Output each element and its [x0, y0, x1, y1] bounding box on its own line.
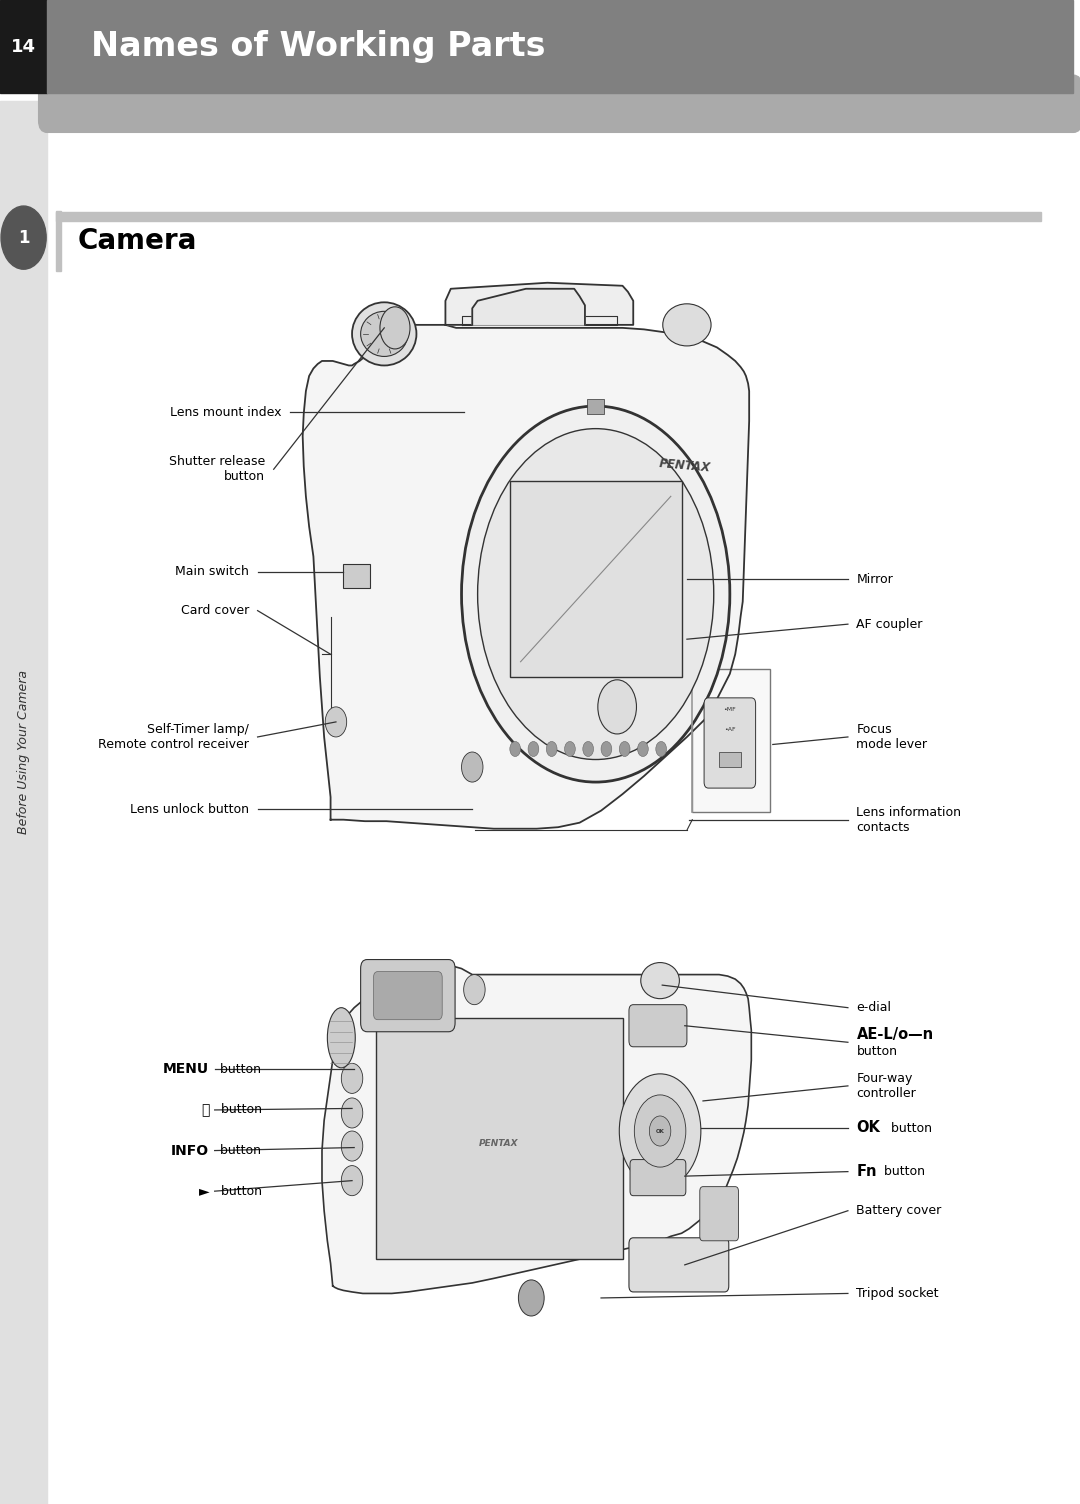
Circle shape: [583, 741, 594, 757]
Text: ⓘ: ⓘ: [201, 1102, 210, 1117]
Text: Mirror: Mirror: [856, 573, 893, 585]
Circle shape: [637, 741, 648, 757]
Ellipse shape: [361, 311, 408, 356]
Bar: [343, 564, 370, 588]
Text: OK: OK: [656, 1128, 664, 1134]
FancyBboxPatch shape: [704, 698, 756, 788]
Text: Self-Timer lamp/
Remote control receiver: Self-Timer lamp/ Remote control receiver: [98, 723, 249, 750]
Circle shape: [341, 1166, 363, 1196]
Text: button: button: [887, 1122, 932, 1134]
FancyBboxPatch shape: [361, 960, 455, 1032]
Circle shape: [518, 1280, 544, 1316]
Text: OK: OK: [856, 1120, 880, 1136]
Text: INFO: INFO: [171, 1143, 210, 1158]
FancyBboxPatch shape: [374, 972, 442, 1020]
Text: •MF: •MF: [724, 707, 737, 713]
Bar: [0, 0, 48, 93]
Circle shape: [341, 1131, 363, 1161]
Ellipse shape: [352, 302, 417, 365]
Bar: [56, 212, 1041, 221]
Ellipse shape: [640, 963, 679, 999]
Polygon shape: [302, 325, 750, 829]
Bar: [692, 669, 770, 812]
Circle shape: [510, 741, 521, 757]
Polygon shape: [322, 966, 752, 1293]
Text: Focus
mode lever: Focus mode lever: [856, 723, 928, 750]
Text: PENTAX: PENTAX: [659, 457, 711, 475]
FancyBboxPatch shape: [39, 75, 1080, 132]
Text: button: button: [217, 1104, 261, 1116]
Text: Four-way
controller: Four-way controller: [856, 1072, 916, 1099]
Text: button: button: [217, 1185, 261, 1197]
Circle shape: [341, 1098, 363, 1128]
Text: AF coupler: AF coupler: [856, 618, 923, 630]
Text: Battery cover: Battery cover: [856, 1205, 942, 1217]
Bar: [719, 752, 741, 767]
Circle shape: [1, 206, 46, 269]
Text: e-dial: e-dial: [856, 1002, 891, 1014]
Text: 1: 1: [18, 229, 29, 247]
Text: AE-L/o—n: AE-L/o—n: [856, 1027, 933, 1042]
Circle shape: [325, 707, 347, 737]
Text: ►: ►: [199, 1184, 210, 1199]
Circle shape: [649, 1116, 671, 1146]
Text: Fn: Fn: [856, 1164, 877, 1179]
Text: Card cover: Card cover: [180, 605, 249, 617]
Polygon shape: [472, 289, 585, 325]
Circle shape: [565, 741, 576, 757]
Bar: [0, 101, 48, 1504]
Text: •AF: •AF: [724, 726, 735, 732]
Circle shape: [477, 429, 714, 760]
Bar: [510, 481, 681, 677]
Text: 14: 14: [11, 38, 36, 56]
Text: Tripod socket: Tripod socket: [856, 1287, 939, 1299]
Text: Camera: Camera: [78, 227, 197, 254]
Text: button: button: [216, 1145, 260, 1157]
Circle shape: [602, 741, 611, 757]
FancyBboxPatch shape: [700, 1187, 739, 1241]
Text: MENU: MENU: [163, 1062, 210, 1077]
Circle shape: [619, 741, 630, 757]
Circle shape: [463, 975, 485, 1005]
Circle shape: [461, 752, 483, 782]
Circle shape: [619, 1074, 701, 1188]
Text: Main switch: Main switch: [175, 566, 249, 578]
Ellipse shape: [663, 304, 711, 346]
Text: Shutter release
button: Shutter release button: [168, 456, 265, 483]
Text: PENTAX: PENTAX: [480, 1139, 518, 1148]
FancyBboxPatch shape: [630, 1160, 686, 1196]
Circle shape: [546, 741, 557, 757]
Bar: [48, 0, 1074, 93]
Text: button: button: [880, 1166, 926, 1178]
FancyBboxPatch shape: [629, 1005, 687, 1047]
Circle shape: [634, 1095, 686, 1167]
Text: button: button: [856, 1045, 897, 1057]
Circle shape: [528, 741, 539, 757]
Text: Lens unlock button: Lens unlock button: [130, 803, 249, 815]
Text: button: button: [216, 1063, 260, 1075]
Text: Lens information
contacts: Lens information contacts: [856, 806, 961, 833]
Circle shape: [380, 307, 410, 349]
Text: Names of Working Parts: Names of Working Parts: [91, 30, 545, 63]
Circle shape: [656, 741, 666, 757]
Circle shape: [341, 1063, 363, 1093]
Circle shape: [598, 680, 636, 734]
Polygon shape: [445, 283, 633, 325]
Bar: [56, 211, 62, 271]
Text: Lens mount index: Lens mount index: [170, 406, 281, 418]
Ellipse shape: [327, 1008, 355, 1068]
Text: Before Using Your Camera: Before Using Your Camera: [17, 669, 30, 835]
FancyBboxPatch shape: [629, 1238, 729, 1292]
Circle shape: [461, 406, 730, 782]
Bar: [588, 399, 605, 414]
Bar: [376, 1018, 622, 1259]
